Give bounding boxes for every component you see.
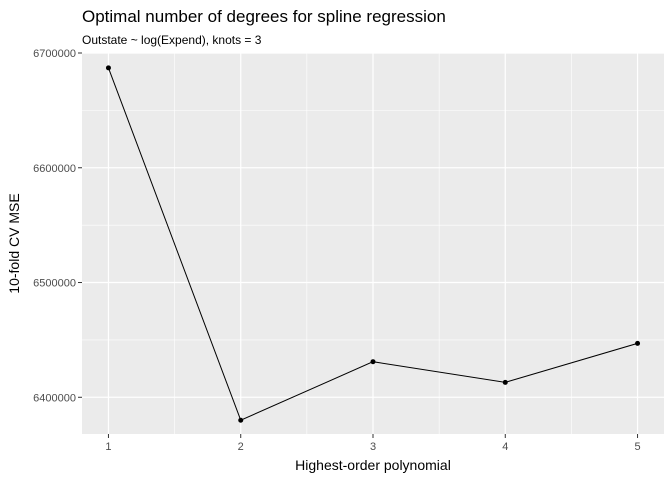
tick-labels: 1 2 3 4 5 6400000 6500000 6600000 6700000	[33, 48, 640, 453]
y-tick-label: 6700000	[33, 48, 76, 60]
x-tick-label: 4	[502, 441, 508, 453]
major-gridlines	[82, 52, 664, 434]
x-tick-label: 2	[238, 441, 244, 453]
chart-subtitle: Outstate ~ log(Expend), knots = 3	[82, 33, 262, 47]
data-point	[105, 65, 111, 71]
y-axis-title: 10-fold CV MSE	[6, 193, 22, 293]
y-tick-label: 6400000	[33, 392, 76, 404]
data-point	[502, 379, 508, 385]
y-tick-label: 6500000	[33, 278, 76, 290]
y-tick-label: 6600000	[33, 163, 76, 175]
data-points	[105, 65, 641, 423]
data-point	[238, 417, 244, 423]
x-axis-title: Highest-order polynomial	[295, 457, 451, 473]
axis-ticks	[78, 52, 639, 438]
x-tick-label: 1	[105, 441, 111, 453]
data-point	[370, 359, 376, 365]
chart-title: Optimal number of degrees for spline reg…	[82, 7, 446, 26]
x-tick-label: 5	[634, 441, 640, 453]
x-tick-label: 3	[370, 441, 376, 453]
data-point	[635, 340, 641, 346]
